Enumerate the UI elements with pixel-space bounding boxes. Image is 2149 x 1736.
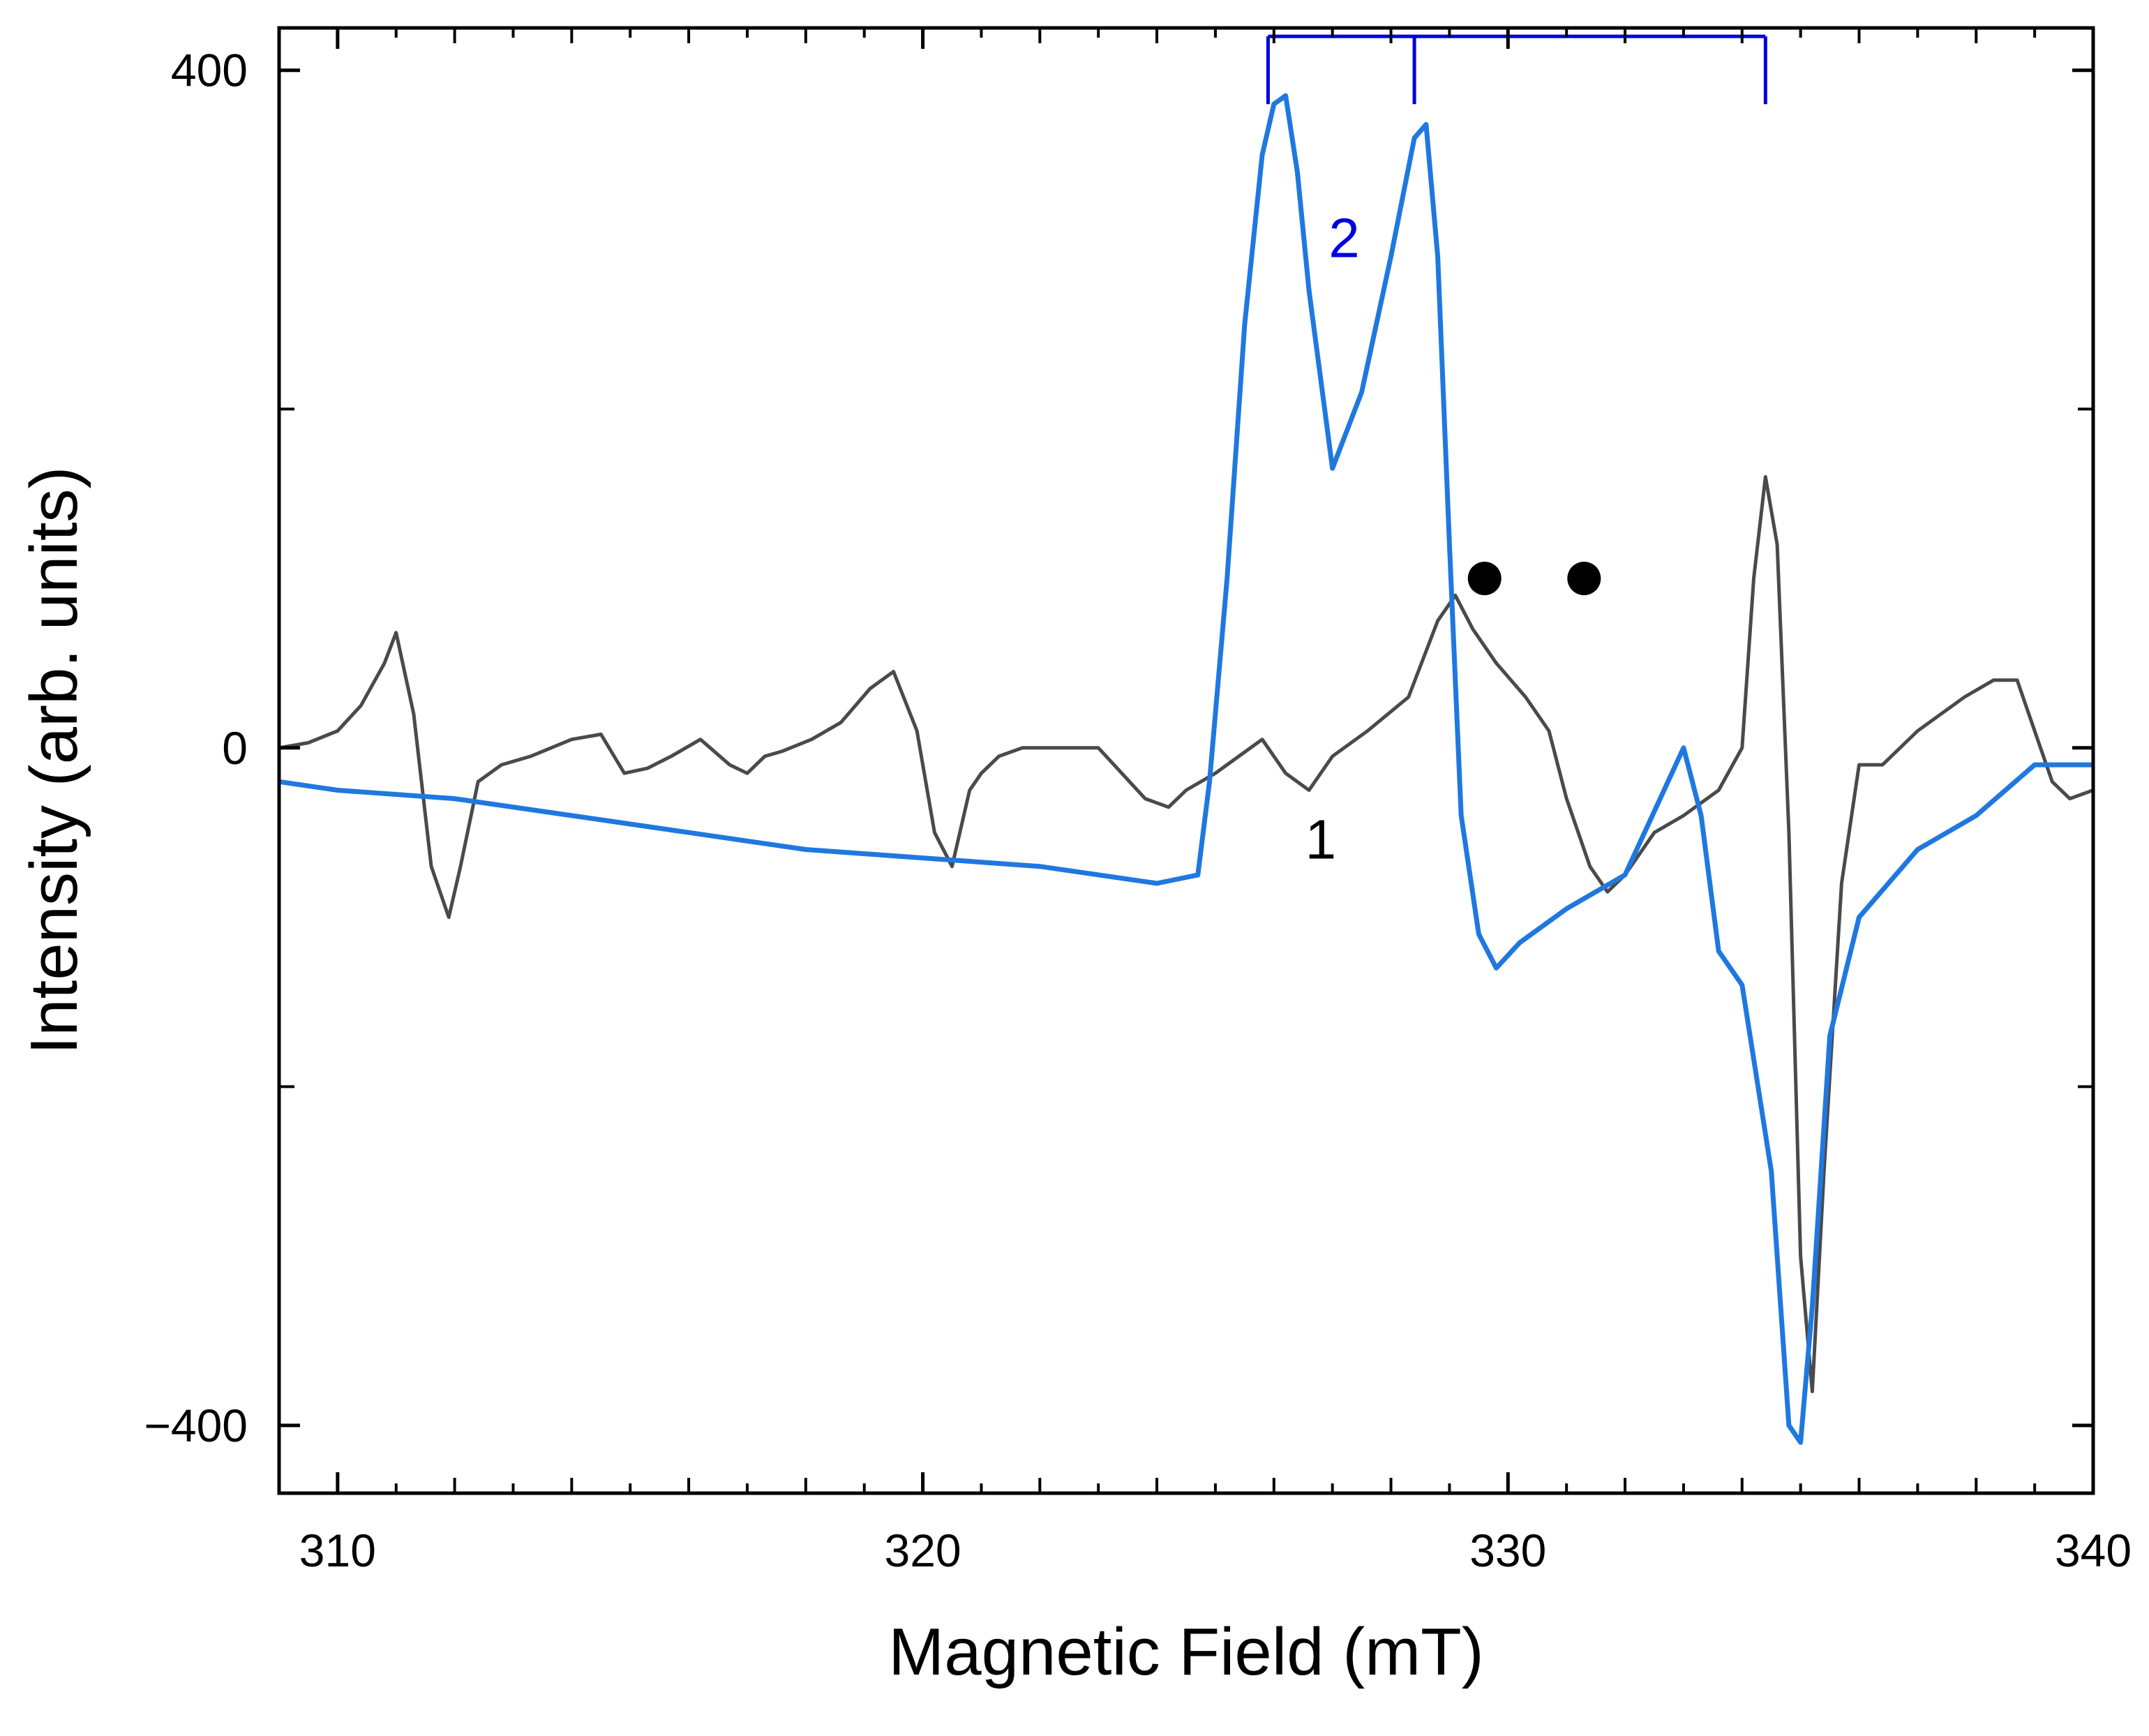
tick-layer: 310 320 330 340 −400 0 400: [144, 28, 2132, 1576]
x-axis-label: Magnetic Field (mT): [888, 1615, 1484, 1689]
plot-frame: [277, 26, 2095, 1495]
marker-dot: [1467, 562, 1502, 596]
y-tick-label: 400: [171, 45, 248, 96]
curve-label-2: 2: [1328, 207, 1360, 269]
series-1-line: [278, 474, 2094, 1393]
series-2-line: [278, 93, 2093, 1445]
annotation-layer: 12: [1266, 34, 1767, 870]
x-tick-label: 310: [299, 1525, 376, 1576]
y-axis-label: Intensity (arb. units): [17, 467, 91, 1055]
x-tick-label: 340: [2055, 1525, 2132, 1576]
y-tick-label: −400: [144, 1400, 248, 1451]
series-layer: [278, 93, 2094, 1445]
marker-dot: [1567, 562, 1601, 596]
y-tick-label: 0: [222, 722, 248, 774]
x-tick-label: 330: [1469, 1525, 1546, 1576]
x-tick-label: 320: [885, 1525, 961, 1576]
curve-label-1: 1: [1305, 808, 1337, 870]
